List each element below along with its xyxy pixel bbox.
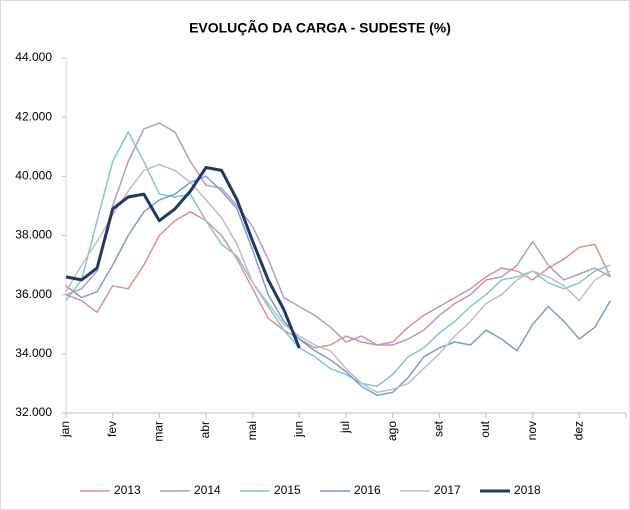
legend-label: 2014 <box>194 483 221 497</box>
legend-label: 2016 <box>354 483 381 497</box>
x-tick-label: nov <box>525 421 539 440</box>
y-tick-label: 34.000 <box>15 346 52 360</box>
series-line <box>65 175 612 397</box>
series-line <box>65 211 612 349</box>
series-line <box>65 131 611 388</box>
y-tick-label: 40.000 <box>15 169 52 183</box>
x-tick-label: jun <box>292 421 306 438</box>
x-tick-label: fev <box>105 421 119 437</box>
x-tick-label: dez <box>572 421 586 440</box>
legend-label: 2013 <box>114 483 141 497</box>
y-tick-label: 36.000 <box>15 287 52 301</box>
y-tick-label: 44.000 <box>15 50 52 64</box>
series-line <box>65 122 611 346</box>
legend-label: 2017 <box>434 483 461 497</box>
legend-label: 2018 <box>514 483 541 497</box>
x-tick-label: jul <box>338 421 352 434</box>
y-tick-label: 32.000 <box>15 405 52 419</box>
x-tick-label: abr <box>198 421 212 438</box>
x-tick-label: set <box>432 420 446 437</box>
x-tick-label: ago <box>385 421 399 441</box>
x-tick-label: mar <box>152 421 166 442</box>
x-tick-label: out <box>478 420 492 437</box>
series-line <box>65 166 301 349</box>
chart-title: EVOLUÇÃO DA CARGA - SUDESTE (%) <box>189 19 451 36</box>
y-tick-label: 38.000 <box>15 228 52 242</box>
legend-label: 2015 <box>274 483 301 497</box>
y-tick-label: 42.000 <box>15 109 52 123</box>
x-tick-label: mai <box>245 421 259 440</box>
x-tick-label: jan <box>58 421 72 438</box>
series-line <box>65 163 611 394</box>
